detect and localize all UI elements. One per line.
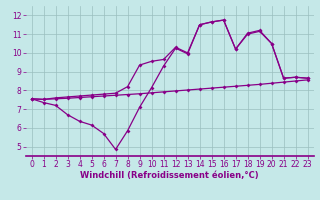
X-axis label: Windchill (Refroidissement éolien,°C): Windchill (Refroidissement éolien,°C) <box>80 171 259 180</box>
